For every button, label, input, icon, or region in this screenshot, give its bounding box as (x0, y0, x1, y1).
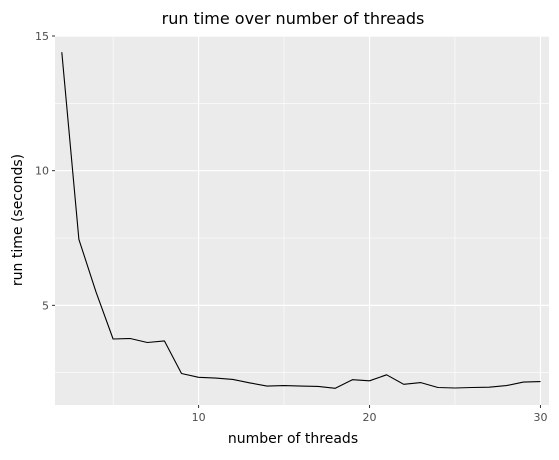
series-line (61, 52, 541, 389)
grid-lines (55, 35, 549, 405)
x-tick-label: 20 (363, 411, 377, 424)
chart-title: run time over number of threads (162, 9, 425, 28)
x-tick-label: 10 (192, 411, 206, 424)
axes: 5 10 15 10 20 30 (35, 30, 547, 424)
y-tick-label: 5 (42, 299, 49, 312)
x-tick-label: 30 (533, 411, 547, 424)
x-axis-label: number of threads (228, 431, 358, 447)
y-tick-label: 10 (35, 165, 49, 178)
series-layer (61, 52, 541, 389)
y-axis-label: run time (seconds) (10, 154, 26, 286)
plot-panel (55, 36, 549, 405)
y-tick-label: 15 (35, 30, 49, 43)
